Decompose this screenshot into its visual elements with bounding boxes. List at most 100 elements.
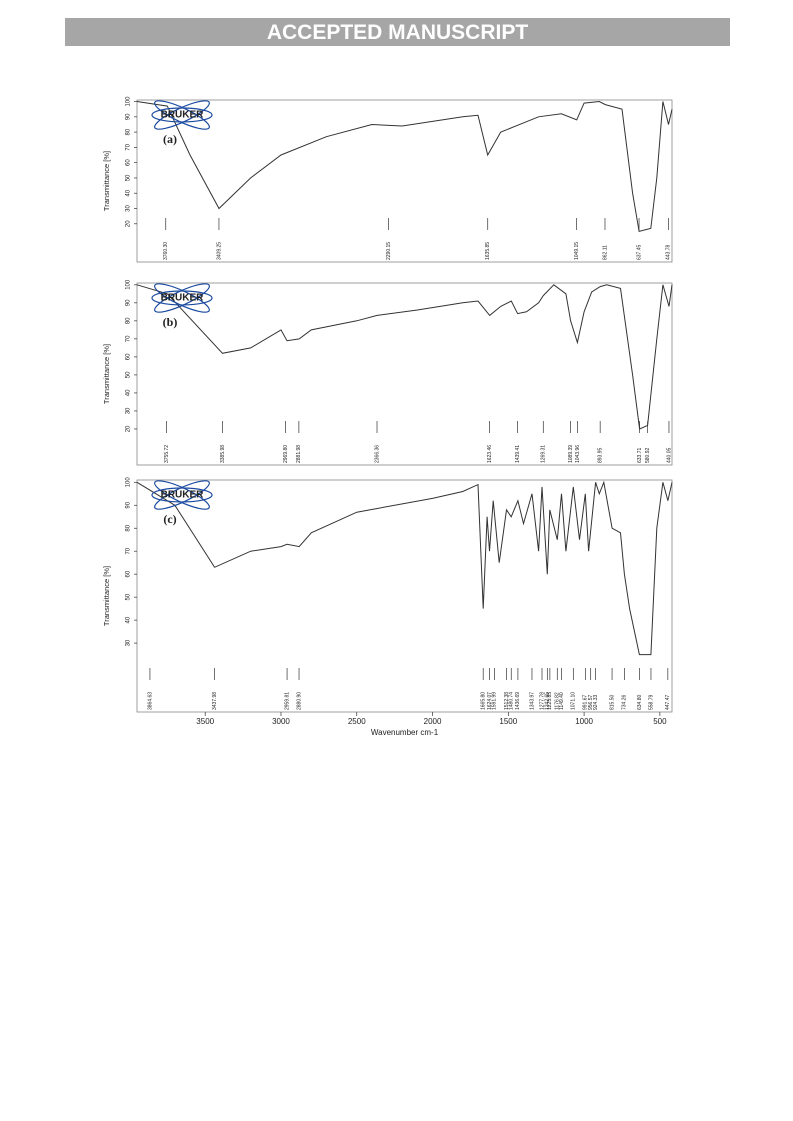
peak-label: 1089.39 — [568, 445, 574, 463]
peak-label: 637.45 — [636, 244, 642, 260]
y-tick-label: 60 — [126, 353, 132, 360]
peak-label: 924.33 — [593, 694, 599, 710]
y-tick-label: 70 — [126, 143, 132, 150]
plot-frame — [136, 479, 673, 713]
peak-label: 2880.90 — [296, 692, 302, 710]
panel-label: (c) — [163, 512, 176, 526]
peak-label: 3409.25 — [216, 242, 222, 260]
x-tick-label: 1500 — [499, 717, 517, 726]
y-tick-label: 80 — [126, 524, 132, 531]
peak-label: 3385.98 — [220, 445, 226, 463]
peak-label: 1176.82 — [555, 692, 561, 710]
x-axis-label: Wavenumber cm-1 — [371, 728, 439, 737]
peak-label: 3437.98 — [212, 692, 218, 710]
peak-label: 815.50 — [609, 694, 615, 710]
peak-label: 1049.15 — [574, 242, 580, 260]
y-tick-label: 50 — [126, 371, 132, 378]
peak-label: 1623.46 — [487, 445, 493, 463]
peak-label: 1149.40 — [559, 692, 565, 710]
y-tick-label: 90 — [126, 299, 132, 306]
panel-label: (a) — [163, 132, 177, 146]
x-tick-label: 500 — [653, 717, 667, 726]
spectrum — [136, 284, 673, 430]
peak-label: 2290.15 — [386, 242, 392, 260]
peak-label: 1624.07 — [487, 692, 493, 710]
y-tick-label: 100 — [126, 96, 132, 107]
logo-ring — [151, 487, 213, 503]
peak-label: 1591.99 — [492, 692, 498, 710]
spectrum — [136, 480, 673, 656]
peak-label: 1043.96 — [575, 445, 581, 463]
peak-label: 1269.31 — [541, 445, 547, 463]
spectrum — [136, 100, 673, 233]
x-tick-label: 2000 — [424, 717, 442, 726]
logo-ring — [151, 290, 213, 306]
y-axis-label: Transmittance [%] — [102, 151, 111, 211]
peak-label: 633.71 — [637, 447, 643, 463]
peak-label: 447.47 — [665, 694, 671, 710]
x-tick-label: 3000 — [272, 717, 290, 726]
logo-ring — [154, 100, 210, 130]
peak-label: 558.79 — [648, 694, 654, 710]
y-tick-label: 100 — [126, 477, 132, 488]
x-tick-label: 2500 — [348, 717, 366, 726]
y-tick-label: 90 — [126, 113, 132, 120]
x-tick-label: 3500 — [196, 717, 214, 726]
peak-label: 1635.85 — [485, 242, 491, 260]
y-tick-label: 30 — [126, 639, 132, 646]
y-tick-label: 70 — [126, 335, 132, 342]
peak-label: 2969.80 — [283, 445, 289, 463]
peak-label: 734.26 — [622, 694, 628, 710]
peak-label: 2959.81 — [284, 692, 290, 710]
peak-label: 440.05 — [666, 447, 672, 463]
y-axis-label: Transmittance [%] — [102, 566, 111, 626]
peak-label: 634.80 — [637, 694, 643, 710]
logo-ring — [154, 283, 210, 313]
peak-label: 991.67 — [583, 694, 589, 710]
peak-label: 1436.69 — [515, 692, 521, 710]
y-tick-label: 60 — [126, 570, 132, 577]
y-tick-label: 30 — [126, 407, 132, 414]
panel-label: (b) — [163, 315, 178, 329]
logo: BRUKER — [161, 110, 205, 121]
y-tick-label: 40 — [126, 189, 132, 196]
peak-label: 3864.63 — [147, 692, 153, 710]
y-tick-label: 20 — [126, 425, 132, 432]
peak-label: 580.92 — [645, 447, 651, 463]
logo-ring — [154, 480, 210, 510]
peak-label: 2881.98 — [296, 445, 302, 463]
x-tick-label: 1000 — [575, 717, 593, 726]
y-tick-label: 80 — [126, 128, 132, 135]
logo: BRUKER — [161, 490, 205, 501]
peak-label: 956.57 — [588, 694, 594, 710]
peak-label: 1242.65 — [545, 692, 551, 710]
logo: BRUKER — [161, 293, 205, 304]
plot-frame — [136, 99, 673, 263]
y-tick-label: 60 — [126, 159, 132, 166]
logo-ring — [154, 480, 210, 510]
peak-label: 443.78 — [666, 244, 672, 260]
logo-ring — [154, 100, 210, 130]
y-tick-label: 70 — [126, 547, 132, 554]
y-tick-label: 80 — [126, 317, 132, 324]
y-tick-label: 50 — [126, 174, 132, 181]
peak-label: 1480.74 — [509, 692, 515, 710]
peak-label: 1225.85 — [547, 692, 553, 710]
y-tick-label: 90 — [126, 501, 132, 508]
y-tick-label: 100 — [126, 279, 132, 290]
logo-ring — [151, 107, 213, 123]
peak-label: 893.95 — [597, 447, 603, 463]
plot-frame — [136, 282, 673, 466]
y-tick-label: 20 — [126, 220, 132, 227]
peak-label: 1343.97 — [529, 692, 535, 710]
y-axis-label: Transmittance [%] — [102, 344, 111, 404]
y-tick-label: 50 — [126, 593, 132, 600]
peak-label: 1071.10 — [571, 692, 577, 710]
peak-label: 1512.38 — [504, 692, 510, 710]
banner: ACCEPTED MANUSCRIPT — [65, 18, 730, 46]
logo-ring — [154, 283, 210, 313]
peak-label: 1665.80 — [481, 692, 487, 710]
peak-label: 2366.36 — [374, 445, 380, 463]
